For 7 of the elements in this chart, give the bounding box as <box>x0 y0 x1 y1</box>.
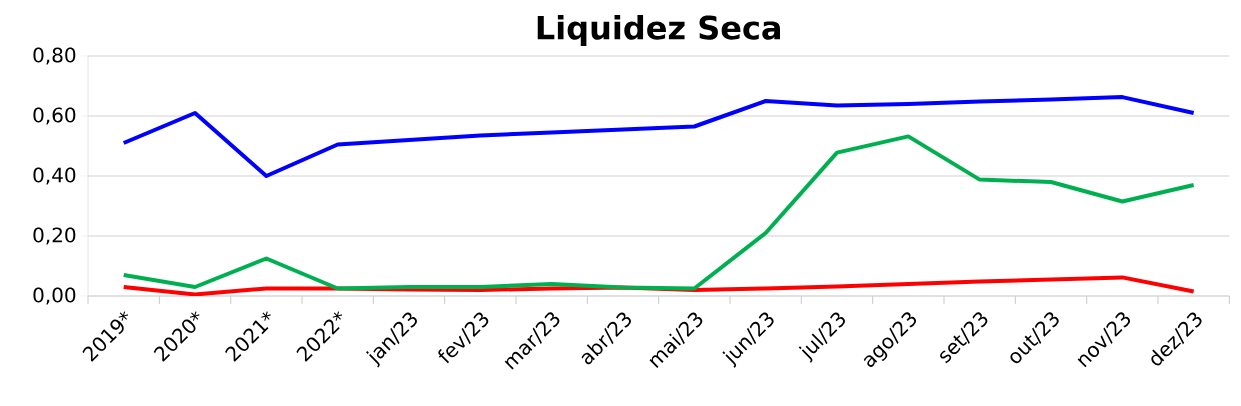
chart-title: Liquidez Seca <box>537 15 780 46</box>
y-tick-label: 0,80 <box>33 47 76 65</box>
y-tick-label: 0,00 <box>33 287 76 305</box>
y-tick-label: 0,40 <box>33 167 76 185</box>
y-tick-label: 0,20 <box>33 227 76 245</box>
line-series <box>121 134 1196 291</box>
y-tick-label: 0,60 <box>33 107 76 125</box>
